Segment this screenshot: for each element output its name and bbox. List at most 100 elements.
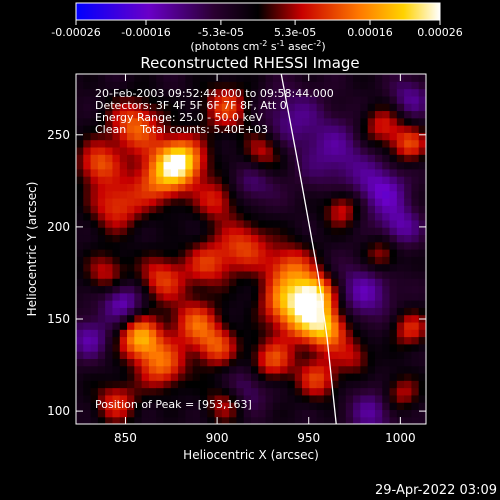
heatmap-cell (309, 278, 318, 287)
heatmap-cell (272, 387, 281, 396)
heatmap-cell (178, 183, 186, 192)
heatmap-cell (374, 300, 383, 308)
heatmap-cell (287, 183, 296, 192)
heatmap-cell (134, 256, 143, 265)
heatmap-cell (382, 146, 391, 155)
heatmap-cell (251, 394, 259, 403)
heatmap-cell (396, 329, 405, 338)
heatmap-cell (331, 358, 340, 367)
heatmap-cell (170, 358, 179, 367)
heatmap-cell (302, 307, 310, 316)
heatmap-cell (411, 314, 420, 323)
heatmap-cell (389, 241, 398, 250)
heatmap-cell (389, 183, 398, 192)
heatmap-cell (178, 219, 186, 228)
heatmap-cell (265, 205, 274, 214)
heatmap-cell (112, 387, 121, 396)
heatmap-cell (76, 402, 84, 411)
heatmap-cell (404, 278, 413, 287)
heatmap-cell (178, 81, 186, 90)
heatmap-cell (272, 343, 281, 352)
heatmap-cell (134, 409, 143, 418)
heatmap-cell (236, 227, 245, 236)
heatmap-cell (105, 358, 114, 367)
heatmap-cell (272, 139, 281, 148)
heatmap-cell (418, 249, 426, 257)
heatmap-cell (127, 103, 135, 112)
heatmap-cell (265, 154, 274, 163)
heatmap-cell (396, 409, 405, 418)
heatmap-cell (389, 263, 398, 272)
heatmap-cell (331, 139, 340, 148)
heatmap-cell (119, 292, 128, 301)
heatmap-cell (302, 74, 310, 82)
heatmap-cell (316, 314, 325, 323)
heatmap-cell (148, 190, 157, 199)
heatmap-cell (148, 380, 157, 389)
heatmap-cell (221, 168, 230, 177)
heatmap-cell (396, 183, 405, 192)
heatmap-cell (141, 219, 150, 228)
heatmap-cell (134, 263, 143, 272)
heatmap-cell (112, 146, 121, 155)
heatmap-cell (265, 227, 274, 236)
heatmap-cell (221, 125, 230, 133)
heatmap-cell (331, 212, 340, 221)
heatmap-cell (178, 205, 186, 214)
heatmap-cell (302, 256, 310, 265)
heatmap-cell (302, 263, 310, 272)
heatmap-cell (265, 329, 274, 338)
heatmap-cell (396, 146, 405, 155)
heatmap-cell (353, 88, 361, 97)
heatmap-cell (97, 95, 106, 104)
heatmap-cell (272, 190, 281, 199)
heatmap-cell (374, 190, 383, 199)
heatmap-cell (156, 249, 165, 257)
heatmap-cell (127, 351, 135, 359)
heatmap-cell (309, 125, 318, 133)
heatmap-cell (367, 125, 376, 133)
heatmap-cell (214, 74, 223, 82)
heatmap-cell (302, 81, 310, 90)
heatmap-cell (367, 365, 376, 374)
heatmap-cell (185, 117, 194, 126)
heatmap-cell (199, 183, 208, 192)
heatmap-cell (338, 365, 347, 374)
heatmap-cell (199, 285, 208, 294)
heatmap-cell (243, 336, 252, 345)
heatmap-cell (134, 176, 143, 184)
heatmap-cell (323, 146, 332, 155)
heatmap-cell (353, 402, 361, 411)
heatmap-cell (141, 329, 150, 338)
heatmap-cell (353, 176, 361, 184)
heatmap-cell (251, 256, 259, 265)
heatmap-cell (287, 307, 296, 316)
heatmap-cell (192, 336, 201, 345)
heatmap-cell (302, 358, 310, 367)
heatmap-cell (316, 372, 325, 381)
heatmap-cell (214, 110, 223, 119)
heatmap-cell (404, 292, 413, 301)
heatmap-cell (396, 358, 405, 367)
heatmap-cell (156, 380, 165, 389)
heatmap-cell (374, 117, 383, 126)
heatmap-cell (404, 329, 413, 338)
heatmap-cell (331, 95, 340, 104)
heatmap-cell (374, 74, 383, 82)
heatmap-cell (127, 329, 135, 338)
heatmap-cell (323, 117, 332, 126)
heatmap-cell (323, 351, 332, 359)
heatmap-cell (214, 197, 223, 206)
heatmap-cell (360, 197, 369, 206)
heatmap-cell (229, 139, 238, 148)
heatmap-cell (411, 219, 420, 228)
heatmap-cell (90, 146, 99, 155)
heatmap-cell (76, 81, 84, 90)
heatmap-cell (192, 139, 201, 148)
heatmap-cell (316, 263, 325, 272)
heatmap-cell (396, 343, 405, 352)
heatmap-cell (148, 351, 157, 359)
heatmap-cell (367, 219, 376, 228)
heatmap-cell (360, 321, 369, 330)
heatmap-cell (360, 285, 369, 294)
